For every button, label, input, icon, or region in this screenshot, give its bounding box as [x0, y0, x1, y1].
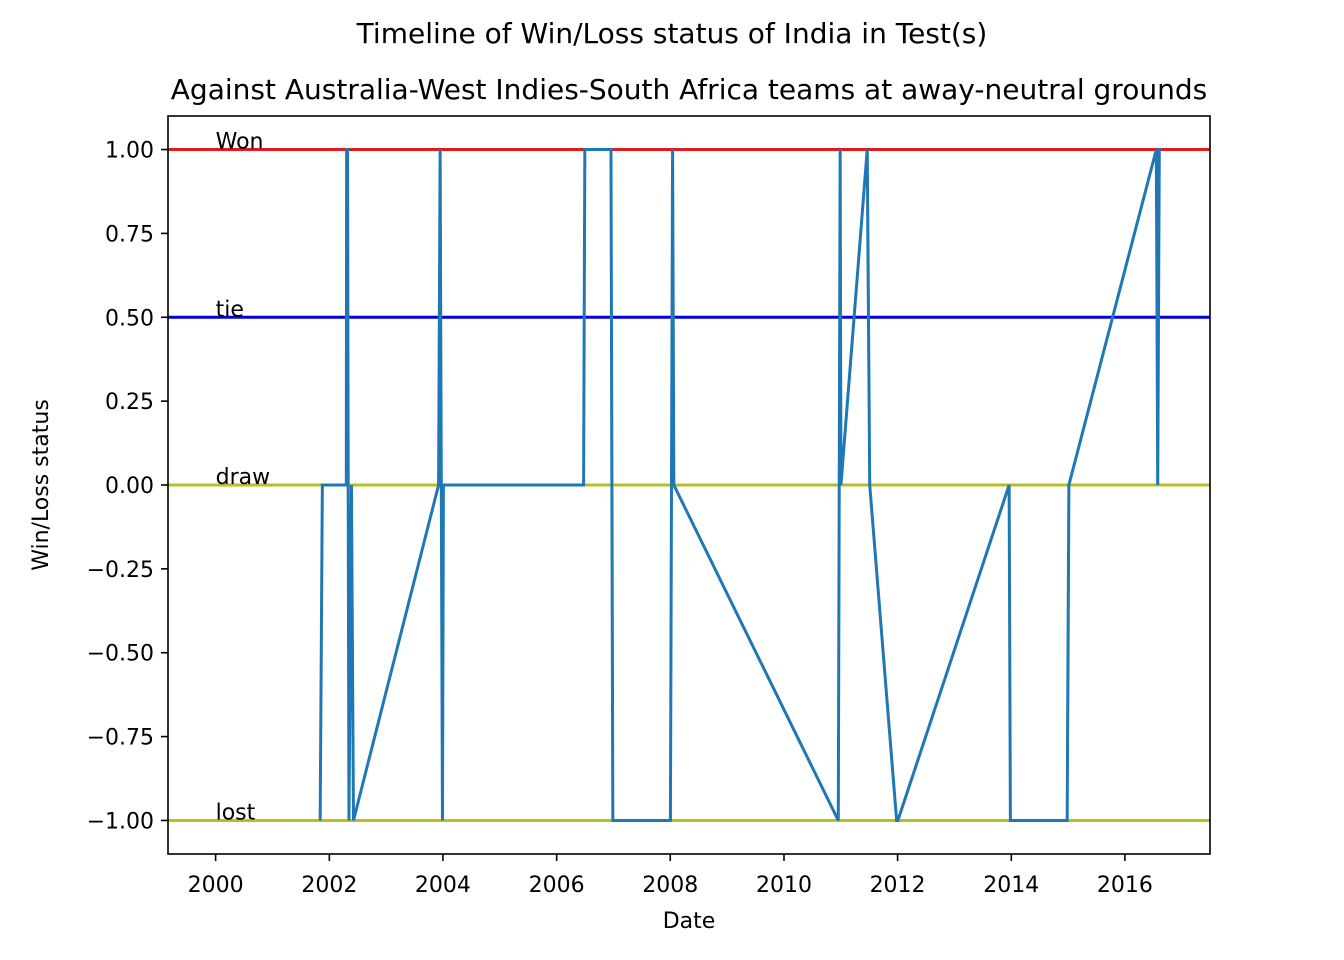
x-tick-label: 2002: [301, 873, 357, 898]
x-tick-label: 2000: [188, 873, 244, 898]
y-tick-label: −1.00: [87, 809, 154, 834]
plot-area: Won tie draw lost: [168, 130, 1210, 825]
y-tick-label: 0.75: [105, 222, 154, 247]
y-tick-label: 0.00: [105, 474, 154, 499]
reference-label-won: Won: [216, 130, 264, 155]
x-axis-label: Date: [663, 909, 716, 934]
y-tick-label: −0.25: [87, 558, 154, 583]
x-tick-label: 2014: [983, 873, 1039, 898]
series-line-0: [318, 148, 1161, 822]
x-tick-label: 2016: [1097, 873, 1153, 898]
y-tick-label: 1.00: [105, 139, 154, 164]
reference-label-draw: draw: [216, 465, 270, 490]
y-tick-label: −0.75: [87, 726, 154, 751]
y-tick-label: 0.25: [105, 390, 154, 415]
y-tick-label: −0.50: [87, 642, 154, 667]
reference-label-lost: lost: [216, 800, 256, 825]
chart-subtitle: Against Australia-West Indies-South Afri…: [171, 73, 1207, 106]
x-tick-label: 2008: [642, 873, 698, 898]
y-tick-label: 0.50: [105, 306, 154, 331]
y-axis-label: Win/Loss status: [29, 399, 54, 571]
x-axis-ticks: 2000 2002 2004 2006 2008 2010 2012 2014 2016: [188, 854, 1153, 898]
x-tick-label: 2010: [756, 873, 812, 898]
chart-title: Timeline of Win/Loss status of India in …: [356, 17, 988, 50]
x-tick-label: 2006: [529, 873, 585, 898]
x-tick-label: 2004: [415, 873, 471, 898]
x-tick-label: 2012: [870, 873, 926, 898]
y-axis-ticks: 1.00 0.75 0.50 0.25 0.00 −0.25 −0.50 −0.75 −1.00: [87, 139, 168, 834]
reference-label-tie: tie: [216, 297, 244, 322]
